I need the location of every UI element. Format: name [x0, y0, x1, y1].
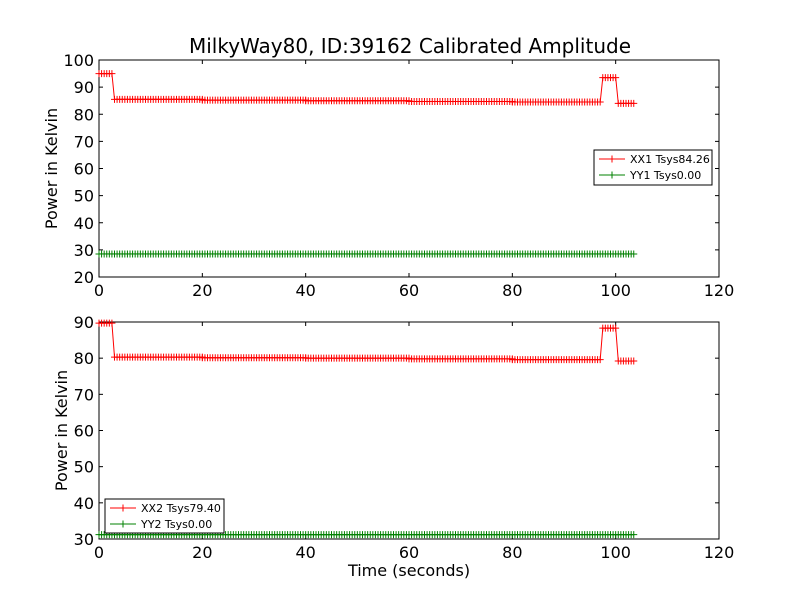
legend: XX2 Tsys79.40 YY2 Tsys0.00 [104, 498, 225, 534]
bottom-plot: 0 20 40 60 80 100 120 30 40 50 60 70 80 90 Power in Ke… [52, 313, 734, 580]
x-tick-label: 60 [399, 543, 419, 562]
data-point [596, 356, 604, 364]
data-point [612, 324, 620, 332]
data-point [596, 98, 604, 106]
series-xx [95, 70, 638, 107]
x-tick-label: 20 [192, 281, 212, 300]
legend-swatch-marker [119, 520, 127, 528]
y-tick-label: 70 [74, 132, 94, 151]
y-tick-label: 80 [74, 105, 94, 124]
data-point [612, 74, 620, 82]
series-yy [95, 531, 638, 539]
x-tick-label: 40 [295, 543, 315, 562]
y-tick-label: 100 [63, 51, 94, 70]
x-tick-label: 120 [704, 281, 735, 300]
legend-swatch-marker [119, 504, 127, 512]
legend-box [104, 498, 225, 534]
y-axis-label: Power in Kelvin [52, 370, 71, 491]
y-tick-label: 60 [74, 422, 94, 441]
y-tick-label: 90 [74, 78, 94, 97]
y-tick-label: 90 [74, 313, 94, 332]
data-point [630, 99, 638, 107]
series-yy [95, 250, 638, 258]
legend-label: XX1 Tsys84.26 [630, 153, 710, 166]
y-tick-label: 50 [74, 458, 94, 477]
data-point [108, 70, 116, 78]
legend-label: XX2 Tsys79.40 [141, 502, 221, 515]
y-tick-label: 60 [74, 160, 94, 179]
x-tick-label: 40 [295, 281, 315, 300]
legend-swatch-marker [608, 171, 616, 179]
legend-label: YY2 Tsys0.00 [140, 518, 212, 531]
legend-box [593, 149, 713, 186]
y-tick-label: 40 [74, 214, 94, 233]
data-point [630, 250, 638, 258]
legend-label: YY1 Tsys0.00 [629, 169, 701, 182]
data-point [108, 319, 116, 327]
top-plot: 0 20 40 60 80 100 1202030405060708090100Power … [42, 51, 734, 300]
x-tick-label: 0 [94, 543, 104, 562]
y-tick-label: 70 [74, 385, 94, 404]
data-point [630, 531, 638, 539]
x-tick-label: 100 [600, 543, 631, 562]
x-tick-label: 80 [502, 543, 522, 562]
y-tick-label: 40 [74, 494, 94, 513]
chart-title: MilkyWay80, ID:39162 Calibrated Amplitud… [189, 34, 631, 58]
y-tick-label: 20 [74, 268, 94, 287]
x-tick-label: 120 [704, 543, 735, 562]
x-axis-label: Time (seconds) [347, 561, 470, 580]
data-point [630, 357, 638, 365]
x-tick-label: 100 [600, 281, 631, 300]
x-tick-label: 80 [502, 281, 522, 300]
x-tick-label: 20 [192, 543, 212, 562]
y-tick-label: 30 [74, 530, 94, 549]
y-axis-label: Power in Kelvin [42, 108, 61, 229]
y-tick-label: 80 [74, 349, 94, 368]
legend: XX1 Tsys84.26 YY1 Tsys0.00 [593, 149, 713, 186]
x-tick-label: 60 [399, 281, 419, 300]
legend-swatch-marker [608, 155, 616, 163]
x-tick-label: 0 [94, 281, 104, 300]
y-tick-label: 30 [74, 241, 94, 260]
series-xx [95, 319, 638, 365]
y-tick-label: 50 [74, 187, 94, 206]
